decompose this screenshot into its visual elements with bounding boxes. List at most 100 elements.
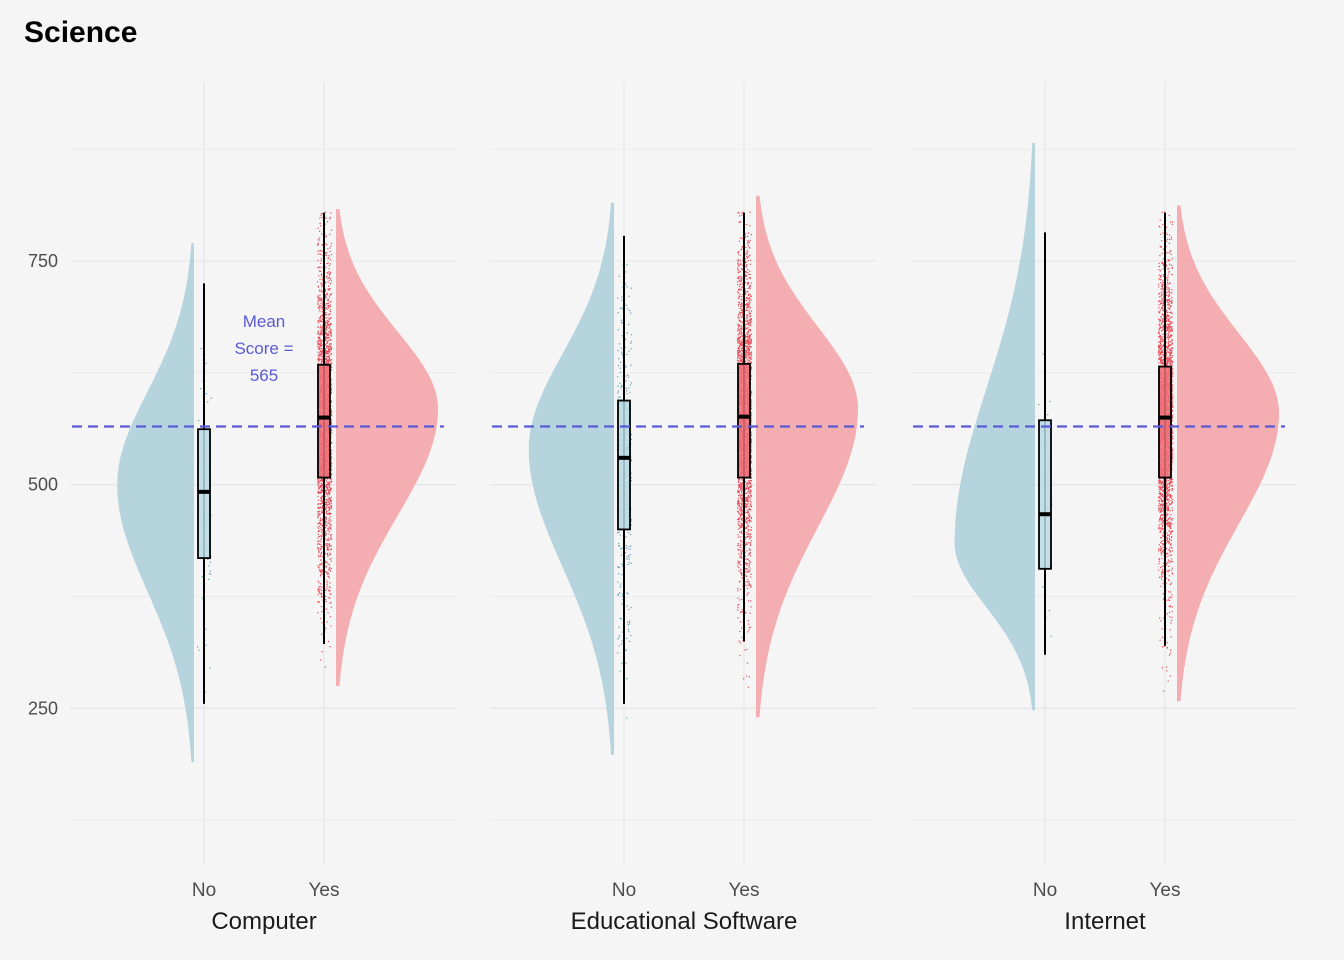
point: [629, 620, 631, 622]
point: [329, 233, 331, 235]
point: [740, 268, 742, 270]
point: [318, 582, 320, 584]
point: [748, 309, 750, 311]
point: [324, 290, 326, 292]
point: [747, 501, 749, 503]
point: [740, 545, 742, 547]
point: [330, 293, 332, 296]
point: [320, 353, 323, 355]
point: [740, 555, 742, 557]
point: [738, 330, 740, 332]
point: [747, 340, 749, 342]
point: [750, 516, 752, 519]
point: [330, 343, 332, 345]
point: [205, 644, 207, 646]
point: [745, 492, 747, 494]
point: [321, 534, 323, 536]
point: [744, 335, 747, 337]
point: [317, 593, 319, 595]
point: [330, 323, 332, 325]
point: [329, 597, 331, 599]
point: [324, 324, 327, 326]
point: [750, 468, 753, 470]
point: [746, 257, 748, 259]
point: [749, 513, 751, 515]
point: [319, 491, 321, 493]
point: [320, 333, 322, 335]
point: [321, 297, 323, 300]
point: [326, 483, 328, 485]
point: [739, 350, 741, 352]
point: [321, 570, 323, 572]
point: [325, 491, 327, 493]
point: [321, 500, 323, 502]
point: [745, 567, 747, 570]
point: [325, 211, 327, 213]
point: [319, 354, 322, 356]
point: [210, 573, 212, 575]
point: [318, 339, 320, 342]
point: [750, 600, 752, 602]
point: [319, 332, 321, 334]
point: [320, 214, 322, 217]
point: [328, 337, 330, 339]
point: [317, 297, 319, 299]
point: [741, 277, 743, 279]
point: [317, 601, 319, 603]
point: [742, 286, 744, 288]
point: [741, 598, 743, 600]
point: [743, 678, 745, 680]
point: [748, 361, 750, 364]
point: [317, 503, 319, 505]
point: [330, 410, 332, 412]
point: [747, 303, 749, 305]
point: [326, 308, 328, 310]
point: [740, 343, 743, 345]
point: [631, 334, 633, 336]
point: [328, 313, 330, 315]
point: [750, 353, 752, 355]
point: [741, 547, 743, 549]
point: [737, 590, 739, 592]
point: [750, 474, 752, 476]
point: [327, 336, 329, 338]
point: [620, 387, 622, 389]
point: [326, 585, 328, 588]
point: [327, 360, 329, 362]
point: [328, 506, 330, 508]
point: [745, 233, 747, 235]
point: [739, 340, 741, 342]
point: [745, 506, 747, 508]
point: [750, 427, 752, 429]
point: [750, 407, 752, 409]
point: [740, 330, 742, 332]
point: [204, 691, 206, 693]
point: [324, 552, 326, 555]
point: [739, 350, 742, 352]
point: [324, 521, 326, 523]
point: [737, 303, 739, 305]
point: [327, 487, 329, 489]
point: [325, 501, 327, 503]
point: [624, 365, 626, 367]
point: [327, 576, 330, 578]
point: [740, 487, 742, 489]
point: [320, 592, 322, 594]
point: [747, 584, 749, 586]
point: [747, 483, 749, 485]
point: [317, 250, 319, 252]
point: [630, 545, 632, 547]
point: [750, 398, 752, 400]
point: [738, 512, 740, 514]
point: [320, 260, 322, 262]
point: [618, 545, 620, 547]
point: [627, 376, 630, 378]
point: [747, 494, 750, 496]
point: [326, 322, 328, 324]
point: [319, 563, 321, 565]
point: [744, 293, 746, 295]
point: [750, 536, 752, 538]
point: [746, 349, 748, 351]
point: [319, 318, 321, 321]
